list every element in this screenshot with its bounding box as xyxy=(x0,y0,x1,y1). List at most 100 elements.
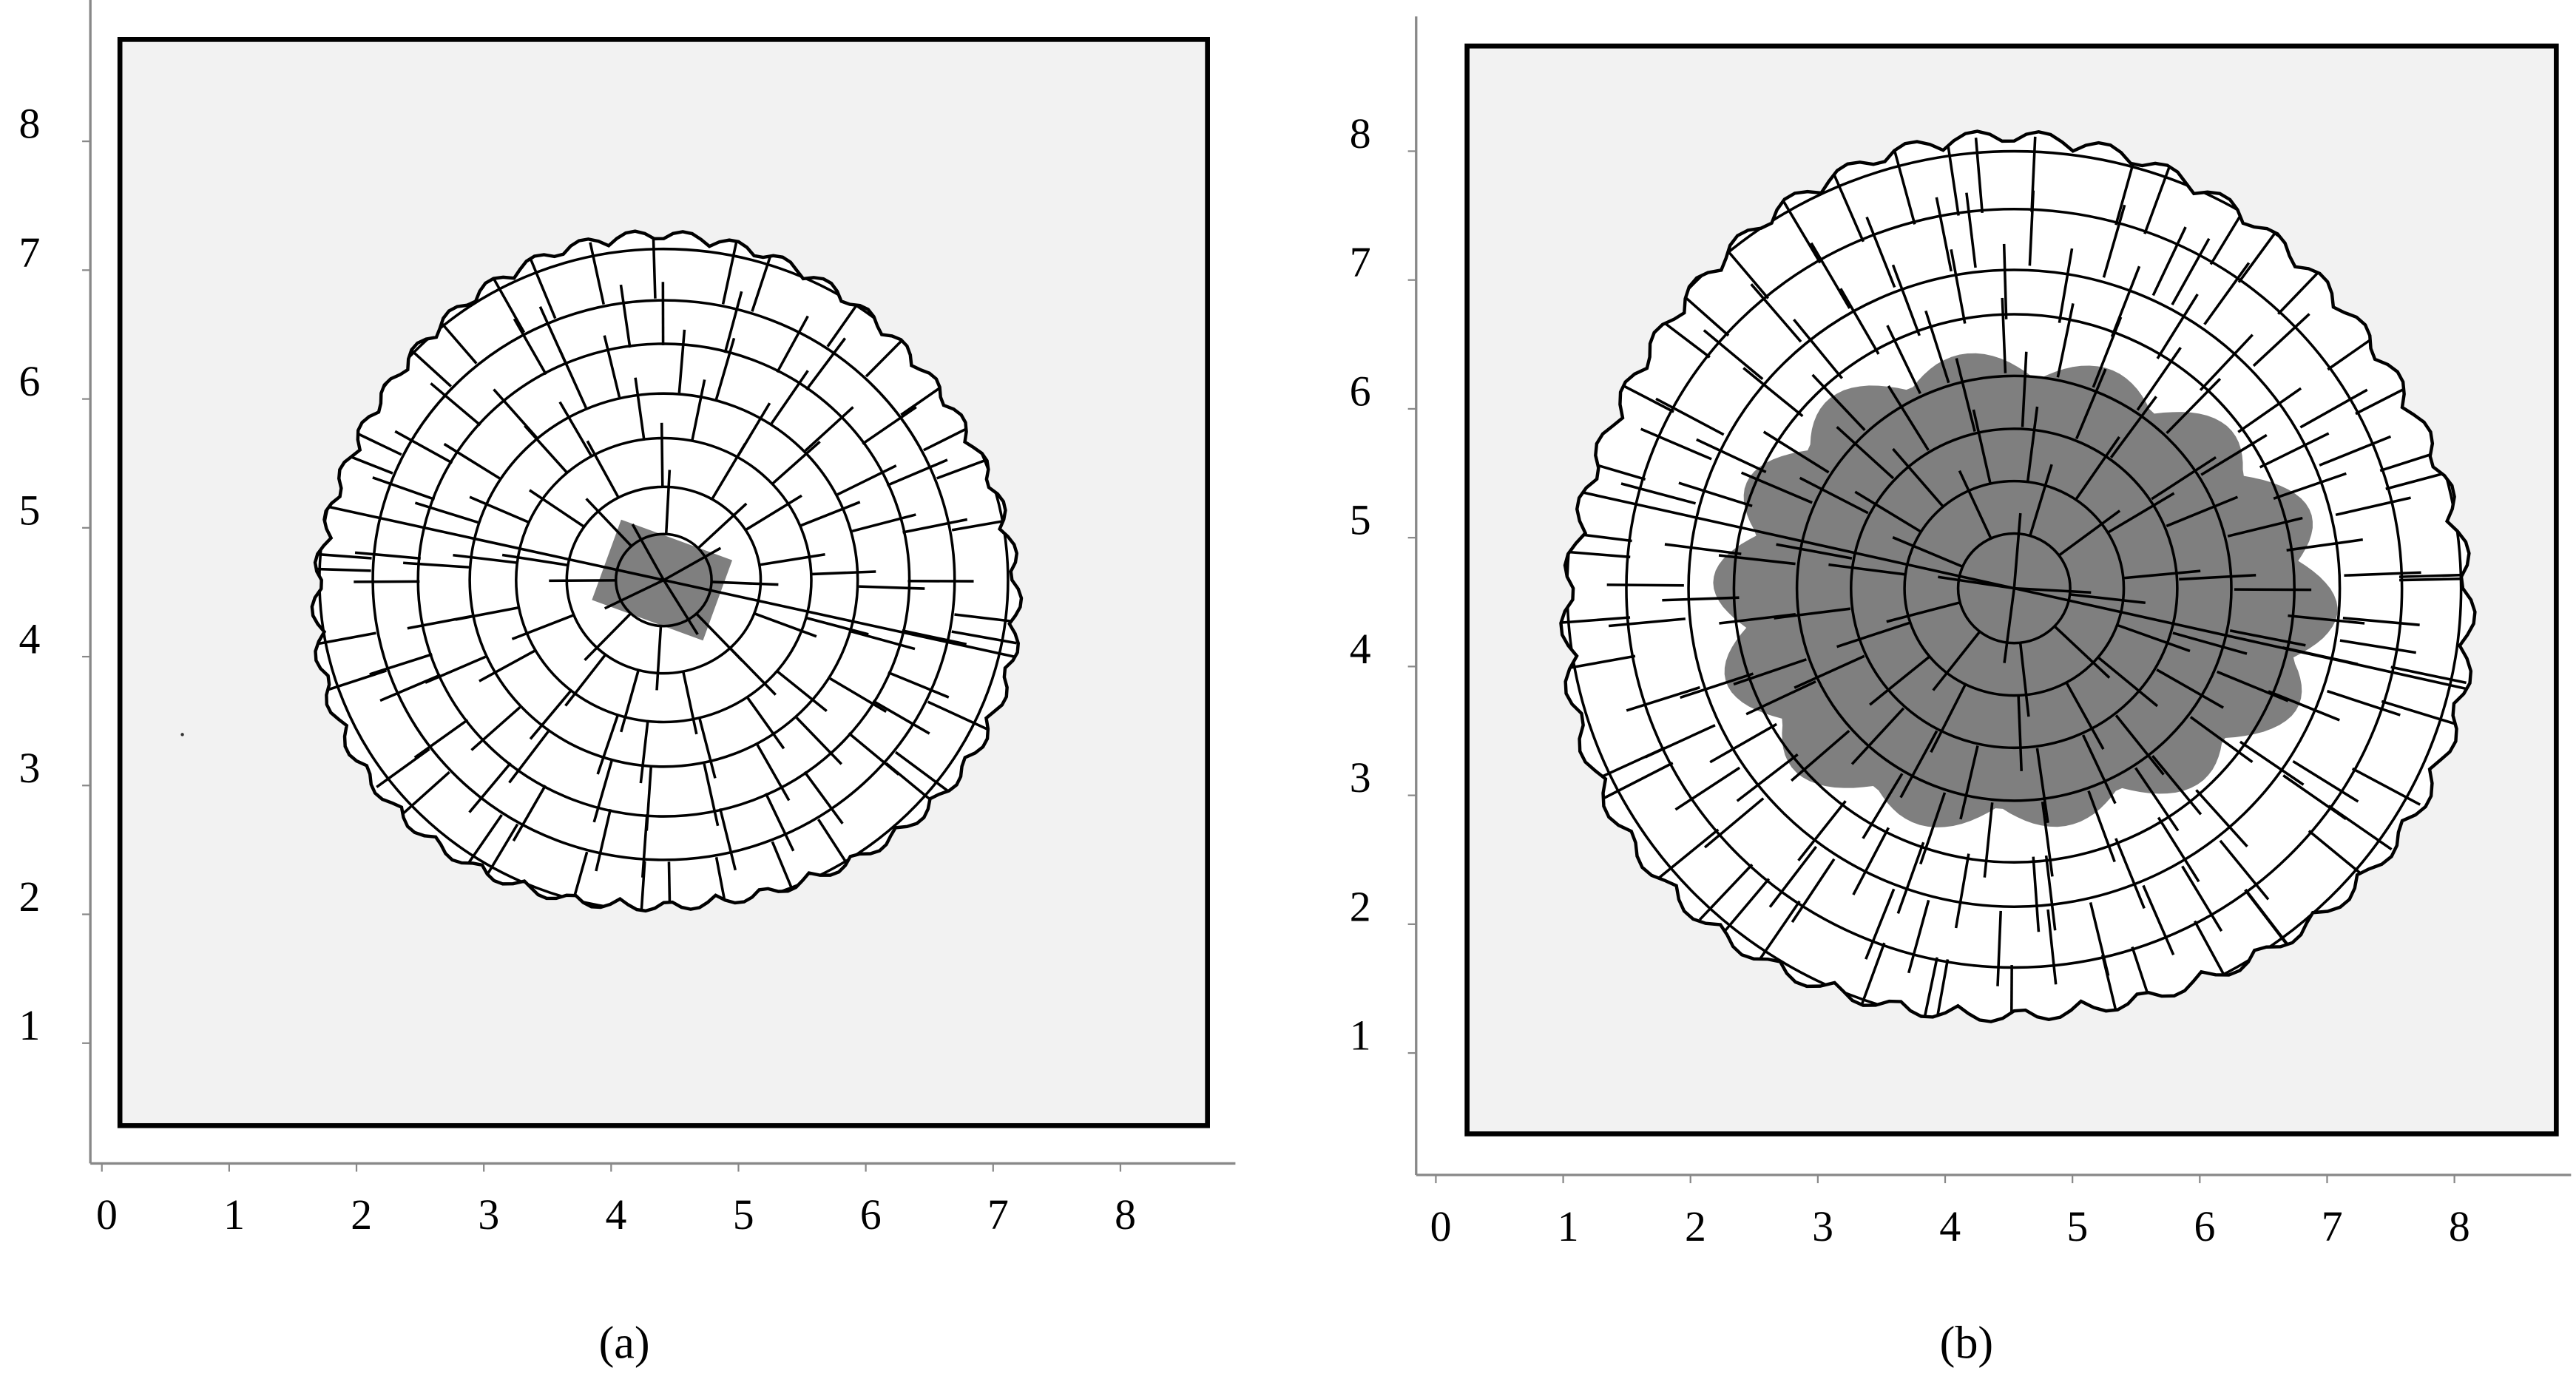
cell-wall xyxy=(639,861,646,911)
cell-wall xyxy=(1865,216,1896,288)
cell-wall xyxy=(804,616,869,636)
cell-wall xyxy=(1793,319,1843,379)
cell-wall xyxy=(1750,283,1802,343)
cell-wall xyxy=(2327,805,2393,851)
cell-wall xyxy=(1996,910,2002,986)
cell-wall xyxy=(413,719,469,759)
cell-wall xyxy=(2156,294,2199,359)
cell-wall xyxy=(1561,479,2475,697)
cell-wall xyxy=(2107,492,2175,534)
cell-wall xyxy=(1836,426,1895,480)
cell-wall xyxy=(1849,427,2179,750)
cell-wall xyxy=(2179,574,2256,581)
y-tick-label: 8 xyxy=(1350,111,1371,157)
cell-wall xyxy=(1965,192,1977,268)
y-tick-label: 1 xyxy=(19,1003,41,1049)
cell-wall xyxy=(2012,512,2022,589)
cell-wall xyxy=(464,813,503,869)
cell-wall xyxy=(1696,438,1767,474)
cell-wall xyxy=(1958,470,1993,541)
cell-wall xyxy=(745,494,802,531)
x-tick-label: 1 xyxy=(223,1192,245,1239)
cell-wall xyxy=(1959,745,1979,820)
cell-wall xyxy=(662,579,699,635)
cell-wall xyxy=(443,442,501,480)
cell-wall xyxy=(1674,766,1741,811)
cell-wall xyxy=(508,731,550,784)
cell-wall xyxy=(682,671,698,735)
cell-wall xyxy=(665,470,672,534)
cell-wall xyxy=(1640,427,1712,461)
cell-wall xyxy=(1983,802,1994,878)
cell-wall xyxy=(2028,464,2053,538)
cell-wall xyxy=(394,430,453,464)
cell-wall xyxy=(2319,435,2392,467)
cell-wall xyxy=(1780,197,1822,264)
cell-wall xyxy=(735,402,771,459)
cell-wall xyxy=(2237,387,2302,433)
y-tick-label: 2 xyxy=(1350,884,1371,930)
cell-wall xyxy=(311,631,376,647)
cell-wall xyxy=(886,458,948,487)
x-tick-label: 8 xyxy=(1115,1192,1136,1239)
cell-wall xyxy=(589,242,605,305)
cell-wall xyxy=(2097,656,2159,708)
cell-wall xyxy=(2003,588,2016,663)
cell-wall xyxy=(414,501,479,524)
cell-wall xyxy=(1836,621,1910,648)
cell-wall xyxy=(798,501,861,528)
x-tick-label: 7 xyxy=(987,1192,1009,1239)
cell-wall xyxy=(1932,629,1982,691)
cell-wall xyxy=(1850,707,1905,765)
cells xyxy=(1561,136,2475,1022)
cell-wall xyxy=(1740,471,1813,504)
x-tick-label: 4 xyxy=(1939,1204,1961,1250)
x-tick-label: 3 xyxy=(478,1192,499,1239)
cell-wall xyxy=(595,808,612,872)
cell-wall xyxy=(1891,264,1921,336)
cell-wall xyxy=(470,706,521,751)
cell-wall xyxy=(1857,942,1886,1015)
x-tick-label: 2 xyxy=(351,1192,372,1239)
speck xyxy=(180,733,184,736)
cell-wall xyxy=(667,861,672,911)
cell-wall xyxy=(2087,790,2116,863)
cell-wall xyxy=(1626,685,1700,712)
cell-wall xyxy=(805,337,847,391)
x-tick-label: 1 xyxy=(1558,1204,1579,1250)
cell-wall xyxy=(2142,884,2175,955)
cell-wall xyxy=(803,770,844,824)
cell-wall xyxy=(764,793,795,852)
cell-wall xyxy=(718,807,737,871)
cell-wall xyxy=(1755,900,1801,965)
cell-wall xyxy=(538,305,568,366)
cell-wall xyxy=(592,760,613,823)
cell-wall xyxy=(430,382,481,427)
caption: (a) xyxy=(599,1318,650,1369)
cell-wall xyxy=(2299,388,2368,429)
cell-wall xyxy=(775,669,828,712)
cell-wall xyxy=(549,579,615,583)
cell-wall xyxy=(2381,700,2456,725)
y-tick-label: 3 xyxy=(19,745,41,792)
cell-wall xyxy=(2102,204,2126,278)
cell-wall xyxy=(311,496,1021,664)
cell-wall xyxy=(2166,495,2239,528)
cell-wall xyxy=(770,370,809,424)
cell-wall xyxy=(2151,226,2187,297)
cell-wall xyxy=(1799,476,1869,515)
cell-wall xyxy=(1919,792,1947,865)
cell-wall xyxy=(1852,827,1890,895)
cell-wall xyxy=(1974,138,1984,214)
y-tick-label: 6 xyxy=(1350,368,1371,415)
cell-wall xyxy=(2035,748,2049,823)
cell-wall xyxy=(836,464,897,496)
cell-wall xyxy=(1664,543,1742,555)
cell-wall xyxy=(1831,172,1865,243)
cell-wall xyxy=(2052,624,2111,679)
x-tick-label: 8 xyxy=(2449,1204,2470,1250)
x-tick-label: 6 xyxy=(2194,1204,2216,1250)
cell-wall xyxy=(372,476,436,501)
x-tick-label: 2 xyxy=(1685,1204,1706,1250)
cell-wall xyxy=(2056,303,2075,378)
